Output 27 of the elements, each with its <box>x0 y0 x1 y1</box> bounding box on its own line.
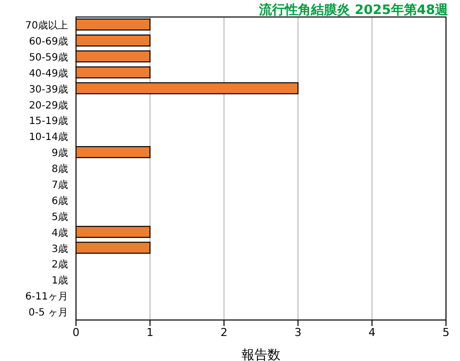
x-tick-label: 3 <box>294 326 302 339</box>
y-tick-label: 30-39歳 <box>28 83 68 96</box>
x-tick-label: 1 <box>146 326 154 339</box>
y-tick-label: 2歳 <box>52 258 68 271</box>
y-tick-label: 7歳 <box>52 178 68 191</box>
y-tick-label: 20-29歳 <box>28 99 68 112</box>
chart-title: 流行性角結膜炎 2025年第48週 <box>259 2 448 19</box>
y-tick-label: 70歳以上 <box>25 20 68 32</box>
y-tick-label: 1歳 <box>52 274 68 287</box>
y-tick-label: 15-19歳 <box>28 115 68 128</box>
y-tick-label: 50-59歳 <box>28 51 68 64</box>
x-tick-label: 4 <box>368 326 376 339</box>
x-tick-label: 5 <box>442 326 450 339</box>
y-tick-label: 4歳 <box>52 226 68 239</box>
y-tick-label: 60-69歳 <box>28 35 68 48</box>
y-tick-label: 0-5 ヶ月 <box>28 308 68 319</box>
y-tick-label: 40-49歳 <box>28 67 68 80</box>
x-tick-label: 0 <box>72 326 80 339</box>
x-tick-label: 2 <box>220 326 228 339</box>
y-tick-label: 8歳 <box>52 163 68 176</box>
y-tick-label: 6-11ヶ月 <box>25 292 68 303</box>
y-tick-label: 5歳 <box>52 210 68 223</box>
x-axis-title: 報告数 <box>242 348 280 361</box>
y-tick-label: 6歳 <box>52 194 68 207</box>
y-tick-label: 3歳 <box>52 242 68 255</box>
y-tick-label: 9歳 <box>52 147 68 160</box>
y-tick-label: 10-14歳 <box>28 131 68 144</box>
